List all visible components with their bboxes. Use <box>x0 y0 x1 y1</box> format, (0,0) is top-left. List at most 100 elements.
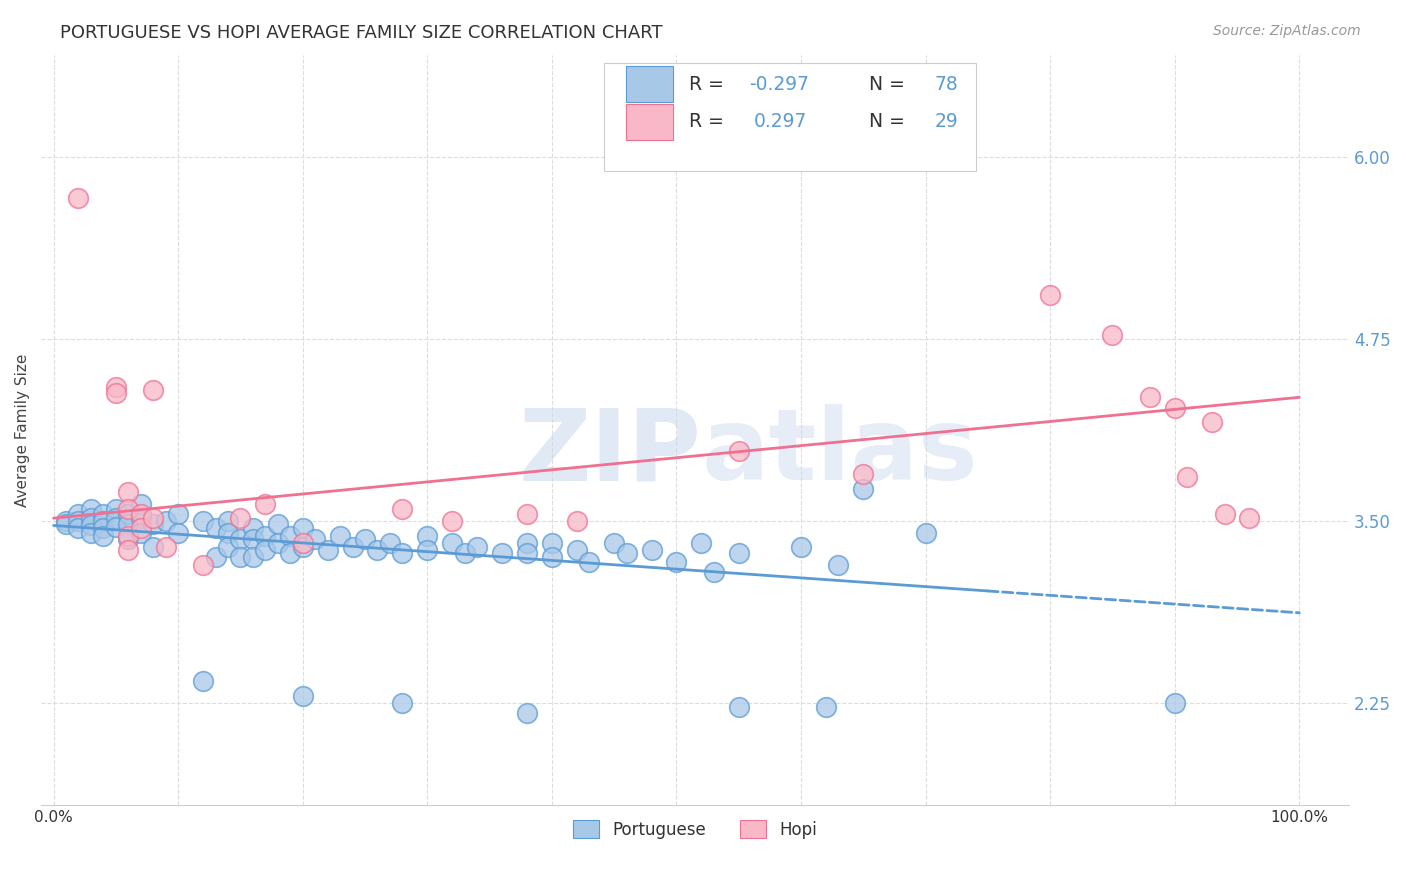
Point <box>565 514 588 528</box>
Point <box>727 700 749 714</box>
Point <box>80 525 103 540</box>
Point <box>391 696 413 710</box>
Point <box>191 514 214 528</box>
Point <box>640 543 662 558</box>
Point <box>616 546 638 560</box>
Legend: Portuguese, Hopi: Portuguese, Hopi <box>567 814 824 846</box>
Text: 29: 29 <box>935 112 959 131</box>
Point <box>852 467 875 482</box>
Point <box>104 520 127 534</box>
Point <box>67 514 90 528</box>
Point <box>516 536 538 550</box>
Point <box>727 444 749 458</box>
Point <box>790 541 813 555</box>
Point <box>204 550 226 565</box>
FancyBboxPatch shape <box>603 62 976 171</box>
Point <box>565 543 588 558</box>
Point <box>254 528 277 542</box>
Point <box>229 532 252 546</box>
Point <box>117 485 139 500</box>
Point <box>142 541 165 555</box>
Point <box>254 543 277 558</box>
Point <box>727 546 749 560</box>
Text: PORTUGUESE VS HOPI AVERAGE FAMILY SIZE CORRELATION CHART: PORTUGUESE VS HOPI AVERAGE FAMILY SIZE C… <box>60 24 664 42</box>
Text: 78: 78 <box>935 75 959 94</box>
Point <box>441 514 464 528</box>
Point <box>254 497 277 511</box>
Point <box>67 507 90 521</box>
Point <box>416 543 439 558</box>
Point <box>914 525 936 540</box>
Point <box>117 532 139 546</box>
Text: Source: ZipAtlas.com: Source: ZipAtlas.com <box>1213 24 1361 38</box>
Point <box>93 528 115 542</box>
Point <box>342 541 364 555</box>
Point <box>814 700 837 714</box>
Point <box>291 521 314 535</box>
Point <box>129 525 152 540</box>
Point <box>104 380 127 394</box>
Point <box>578 555 600 569</box>
Point <box>1175 470 1198 484</box>
Point <box>366 543 388 558</box>
Point <box>204 521 226 535</box>
Point <box>1213 507 1236 521</box>
Point <box>191 558 214 572</box>
Point <box>93 521 115 535</box>
Point <box>55 514 77 528</box>
Text: 0.297: 0.297 <box>754 112 807 131</box>
Point <box>391 546 413 560</box>
Point <box>167 507 190 521</box>
Point <box>1164 696 1187 710</box>
Point <box>703 565 725 579</box>
FancyBboxPatch shape <box>626 66 673 103</box>
Point <box>104 386 127 401</box>
Point <box>267 516 290 531</box>
Point <box>167 525 190 540</box>
Point <box>67 191 90 205</box>
Point <box>491 546 513 560</box>
Point <box>104 511 127 525</box>
Point <box>129 521 152 535</box>
Point <box>242 550 264 565</box>
Point <box>67 521 90 535</box>
Point <box>827 558 849 572</box>
Text: ZIP: ZIP <box>519 404 702 501</box>
Point <box>329 528 352 542</box>
Point <box>117 502 139 516</box>
Point <box>242 521 264 535</box>
Point <box>304 532 326 546</box>
Point <box>267 536 290 550</box>
Point <box>104 502 127 516</box>
Text: atlas: atlas <box>702 404 979 501</box>
Point <box>55 516 77 531</box>
Text: R =: R = <box>689 75 730 94</box>
Point <box>217 525 239 540</box>
Point <box>80 511 103 525</box>
Text: N =: N = <box>869 112 911 131</box>
Point <box>117 507 139 521</box>
Point <box>465 541 488 555</box>
Point <box>191 674 214 689</box>
Point <box>852 482 875 496</box>
Point <box>93 514 115 528</box>
Point <box>378 536 401 550</box>
Point <box>129 497 152 511</box>
Point <box>516 546 538 560</box>
Point <box>1139 390 1161 404</box>
Text: N =: N = <box>869 75 911 94</box>
Point <box>516 507 538 521</box>
Point <box>93 507 115 521</box>
Point <box>665 555 688 569</box>
Text: -0.297: -0.297 <box>749 75 808 94</box>
Point <box>391 502 413 516</box>
Point <box>129 507 152 521</box>
Y-axis label: Average Family Size: Average Family Size <box>15 353 30 507</box>
Point <box>80 502 103 516</box>
Point <box>291 689 314 703</box>
Text: R =: R = <box>689 112 735 131</box>
Point <box>278 528 301 542</box>
Point <box>278 546 301 560</box>
Point <box>416 528 439 542</box>
Point <box>453 546 475 560</box>
